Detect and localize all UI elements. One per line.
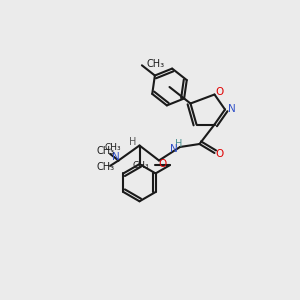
Text: N: N	[169, 144, 177, 154]
Text: N: N	[112, 152, 119, 162]
Text: CH₃: CH₃	[133, 161, 149, 170]
Text: H: H	[175, 139, 182, 149]
Text: CH₃: CH₃	[105, 143, 122, 152]
Text: O: O	[216, 87, 224, 97]
Text: N: N	[228, 104, 236, 115]
Text: CH₃: CH₃	[146, 59, 164, 69]
Text: O: O	[159, 159, 167, 169]
Text: O: O	[216, 149, 224, 160]
Text: H: H	[129, 137, 137, 147]
Text: CH₃: CH₃	[97, 162, 115, 172]
Text: CH₃: CH₃	[97, 146, 115, 157]
